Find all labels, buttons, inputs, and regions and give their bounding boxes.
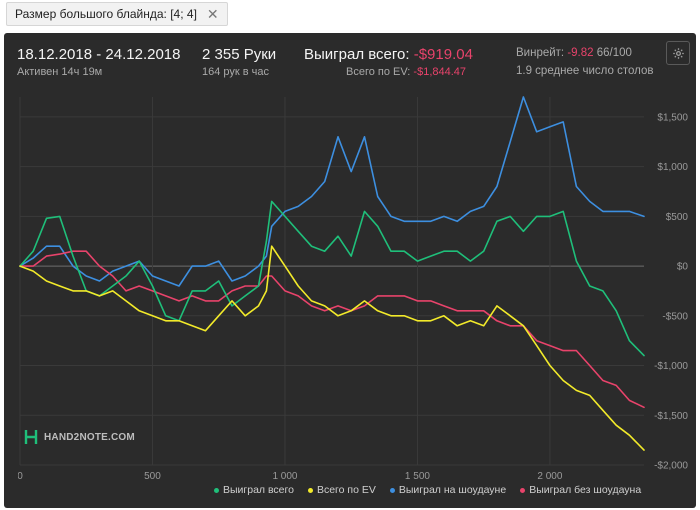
results-panel: 18.12.2018 - 24.12.2018 Активен 14ч 19м … (4, 33, 696, 508)
active-time: Активен 14ч 19м (17, 66, 103, 78)
winrate-suffix: 66/100 (596, 47, 632, 59)
x-tick-label: 1 500 (405, 471, 430, 482)
legend-showdown-dot (389, 487, 395, 493)
y-tick-label: $1,500 (657, 112, 688, 123)
winrate-label: Винрейт: (516, 47, 565, 59)
series-line-nonshowdown (19, 250, 645, 409)
y-tick-label: $500 (666, 212, 689, 223)
won-total: Выиграл всего: -$919.04 (304, 46, 473, 63)
x-tick-label: 500 (144, 471, 161, 482)
y-tick-label: -$500 (662, 311, 688, 322)
gear-icon (672, 47, 684, 59)
legend-ev-label: Всего по EV (316, 484, 376, 496)
legend-won-dot (214, 487, 219, 493)
x-tick-label: 1 000 (272, 471, 297, 482)
series-line-showdown (19, 96, 645, 287)
filter-chip-label: Размер большого блайнда: [4; 4] (15, 7, 197, 21)
filter-chip[interactable]: Размер большого блайнда: [4; 4] ✕ (6, 2, 228, 26)
y-tick-label: -$1,500 (654, 411, 688, 422)
legend-nonshowdown-dot (520, 487, 526, 493)
winrate-value: -9.82 (567, 47, 594, 59)
close-icon[interactable]: ✕ (206, 6, 219, 22)
logo-icon (24, 430, 38, 444)
ev-total-label: Всего по EV: (346, 66, 411, 78)
date-range: 18.12.2018 - 24.12.2018 (17, 46, 181, 63)
y-tick-label: -$2,000 (654, 461, 688, 472)
winrate: Винрейт: -9.82 66/100 (516, 47, 632, 59)
legend-nonshowdown-label: Выиграл без шоудауна (529, 484, 642, 496)
x-tick-label: 0 (18, 471, 23, 482)
chart-legend: Выиграл всего Всего по EV Выиграл на шоу… (214, 484, 641, 496)
ev-total: Всего по EV: -$1,844.47 (346, 66, 466, 78)
y-tick-label: $1,000 (657, 162, 688, 173)
legend-won-label: Выиграл всего (223, 484, 294, 496)
won-total-label: Выиграл всего: (304, 46, 410, 63)
profit-chart: $1,500 $1,000 $500 $0 -$500 -$1,000 -$1,500 -$2… (18, 93, 692, 501)
settings-button[interactable] (666, 41, 690, 65)
y-tick-label: $0 (677, 262, 689, 273)
legend-won[interactable]: Выиграл всего (214, 484, 294, 496)
y-tick-label: -$1,000 (654, 361, 688, 372)
tables-avg: 1.9 среднее число столов (516, 65, 654, 77)
series-line-won (19, 200, 645, 357)
x-tick-label: 2 000 (537, 471, 562, 482)
legend-nonshowdown[interactable]: Выиграл без шоудауна (520, 484, 641, 496)
hands-per-hour: 164 рук в час (202, 66, 270, 78)
legend-ev-dot (307, 487, 313, 493)
won-total-value: -$919.04 (413, 46, 473, 63)
legend-ev[interactable]: Всего по EV (307, 484, 376, 496)
legend-showdown-label: Выиграл на шоудауне (398, 484, 507, 496)
series-line-ev (19, 245, 645, 451)
ev-total-value: -$1,844.47 (413, 66, 467, 78)
chart-svg: $1,500 $1,000 $500 $0 -$500 -$1,000 -$1,500 -$2… (18, 96, 689, 482)
legend-showdown[interactable]: Выиграл на шоудауне (389, 484, 507, 496)
hands-count: 2 355 Руки (202, 46, 277, 63)
logo: HAND2NOTE.COM (24, 429, 135, 445)
logo-text: HAND2NOTE.COM (44, 431, 135, 443)
